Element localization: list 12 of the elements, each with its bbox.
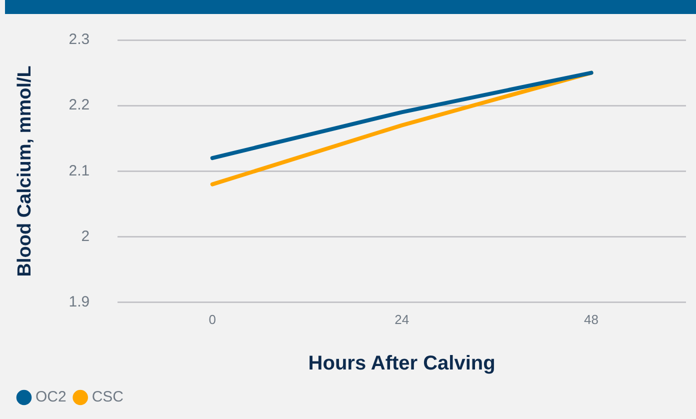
y-tick-label: 2 — [81, 228, 90, 245]
y-tick-label: 2.1 — [68, 162, 90, 180]
x-tick-label: 0 — [208, 312, 216, 327]
y-tick-label: 1.9 — [68, 294, 90, 311]
legend-label: OC2 — [36, 388, 66, 406]
y-tick-label: 2.2 — [68, 96, 90, 114]
y-axis-title: Blood Calcium, mmol/L — [14, 65, 36, 277]
x-tick-label: 48 — [584, 312, 599, 327]
x-axis-title: Hours After Calving — [308, 352, 496, 375]
legend-label: CSC — [92, 388, 124, 406]
y-tick-label: 2.3 — [68, 31, 90, 48]
x-tick-label: 24 — [394, 312, 410, 327]
